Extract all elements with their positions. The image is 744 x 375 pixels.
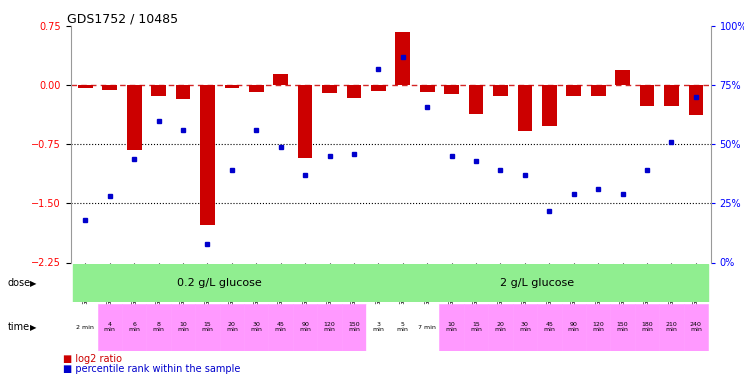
Text: 20
min: 20 min bbox=[226, 322, 238, 332]
Text: 6
min: 6 min bbox=[128, 322, 140, 332]
Text: 10
min: 10 min bbox=[446, 322, 458, 332]
Text: 15
min: 15 min bbox=[470, 322, 482, 332]
Bar bbox=[635, 304, 659, 351]
Bar bbox=[464, 304, 488, 351]
Bar bbox=[126, 85, 141, 150]
Bar bbox=[151, 85, 166, 96]
Text: 150
min: 150 min bbox=[617, 322, 629, 332]
Text: dose: dose bbox=[7, 278, 31, 288]
Bar bbox=[566, 85, 581, 96]
Bar bbox=[244, 304, 269, 351]
Bar bbox=[273, 74, 288, 85]
Text: 15
min: 15 min bbox=[202, 322, 214, 332]
Text: 7 min: 7 min bbox=[418, 325, 436, 330]
Bar bbox=[341, 304, 366, 351]
Text: 2 g/L glucose: 2 g/L glucose bbox=[500, 278, 574, 288]
Text: 20
min: 20 min bbox=[495, 322, 507, 332]
Text: 4
min: 4 min bbox=[104, 322, 115, 332]
Bar bbox=[440, 304, 464, 351]
Bar bbox=[415, 304, 440, 351]
Bar bbox=[366, 304, 391, 351]
Bar bbox=[122, 304, 147, 351]
Bar bbox=[103, 85, 117, 90]
Bar bbox=[195, 304, 219, 351]
Bar bbox=[225, 85, 239, 88]
Text: 3
min: 3 min bbox=[373, 322, 385, 332]
Bar bbox=[249, 85, 263, 92]
Text: 180
min: 180 min bbox=[641, 322, 653, 332]
Bar bbox=[318, 304, 341, 351]
Bar bbox=[147, 304, 171, 351]
Bar bbox=[615, 70, 630, 85]
Bar bbox=[269, 304, 293, 351]
Bar bbox=[347, 85, 362, 98]
Bar bbox=[171, 304, 195, 351]
Text: 8
min: 8 min bbox=[153, 322, 164, 332]
Bar bbox=[78, 85, 93, 88]
Bar bbox=[73, 264, 366, 302]
Bar bbox=[366, 264, 708, 302]
Bar bbox=[420, 85, 434, 92]
Text: 120
min: 120 min bbox=[324, 322, 336, 332]
Text: 240
min: 240 min bbox=[690, 322, 702, 332]
Bar bbox=[391, 304, 415, 351]
Bar bbox=[664, 85, 679, 106]
Text: 210
min: 210 min bbox=[666, 322, 677, 332]
Bar bbox=[659, 304, 684, 351]
Text: time: time bbox=[7, 322, 30, 332]
Bar bbox=[684, 304, 708, 351]
Bar bbox=[493, 85, 508, 96]
Text: 30
min: 30 min bbox=[250, 322, 262, 332]
Text: ■ percentile rank within the sample: ■ percentile rank within the sample bbox=[63, 364, 240, 374]
Bar bbox=[488, 304, 513, 351]
Text: ■ log2 ratio: ■ log2 ratio bbox=[63, 354, 122, 364]
Text: ▶: ▶ bbox=[30, 279, 36, 288]
Bar bbox=[469, 85, 484, 114]
Text: 90
min: 90 min bbox=[299, 322, 311, 332]
Bar bbox=[73, 304, 97, 351]
Bar bbox=[513, 304, 537, 351]
Bar bbox=[562, 304, 586, 351]
Bar bbox=[542, 85, 557, 126]
Text: ▶: ▶ bbox=[30, 322, 36, 332]
Text: GDS1752 / 10485: GDS1752 / 10485 bbox=[68, 12, 179, 25]
Bar bbox=[371, 85, 385, 91]
Text: 2 min: 2 min bbox=[77, 325, 94, 330]
Text: 10
min: 10 min bbox=[177, 322, 189, 332]
Bar bbox=[586, 304, 610, 351]
Text: 150
min: 150 min bbox=[348, 322, 360, 332]
Bar bbox=[518, 85, 532, 131]
Bar bbox=[97, 304, 122, 351]
Bar bbox=[610, 304, 635, 351]
Bar bbox=[219, 304, 244, 351]
Text: 90
min: 90 min bbox=[568, 322, 580, 332]
Bar bbox=[640, 85, 655, 106]
Bar bbox=[322, 85, 337, 93]
Bar bbox=[298, 85, 312, 158]
Text: 120
min: 120 min bbox=[592, 322, 604, 332]
Text: 0.2 g/L glucose: 0.2 g/L glucose bbox=[177, 278, 262, 288]
Bar bbox=[537, 304, 562, 351]
Bar bbox=[396, 32, 410, 85]
Text: 45
min: 45 min bbox=[275, 322, 286, 332]
Bar bbox=[688, 85, 703, 115]
Bar bbox=[444, 85, 459, 94]
Bar bbox=[591, 85, 606, 96]
Text: 30
min: 30 min bbox=[519, 322, 531, 332]
Text: 5
min: 5 min bbox=[397, 322, 408, 332]
Text: 45
min: 45 min bbox=[543, 322, 555, 332]
Bar bbox=[176, 85, 190, 99]
Bar bbox=[200, 85, 215, 225]
Bar bbox=[293, 304, 318, 351]
